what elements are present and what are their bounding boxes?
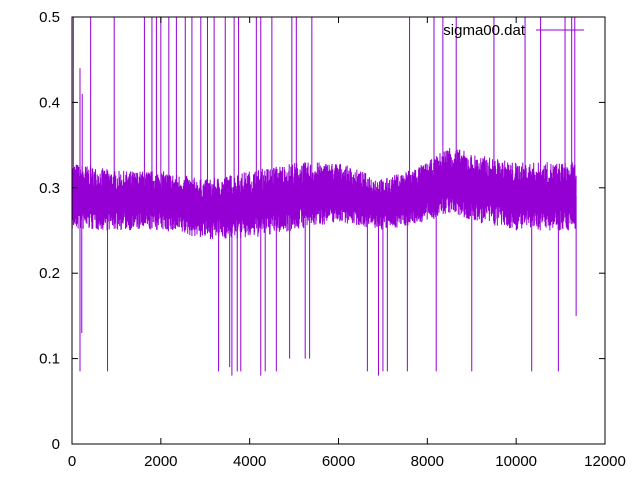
y-tick-label: 0.1: [39, 351, 60, 368]
x-tick-label: 2000: [144, 453, 177, 470]
axes-layer: 0 2000 4000 6000 8000 10000 12000 0 0.1 0.2 0.3 0.4…: [39, 9, 626, 470]
x-tick-label: 4000: [233, 453, 266, 470]
y-tick-label: 0: [52, 436, 60, 453]
x-tick-label: 10000: [495, 453, 537, 470]
y-tick-label: 0.2: [39, 265, 60, 282]
y-tick-label: 0.4: [39, 94, 60, 111]
y-tick-label: 0.3: [39, 180, 60, 197]
x-tick-label: 6000: [322, 453, 355, 470]
legend: sigma00.dat: [443, 22, 584, 39]
x-tick-label: 0: [68, 453, 76, 470]
series-layer: [71, 17, 577, 376]
legend-label: sigma00.dat: [443, 22, 526, 39]
x-tick-label: 12000: [584, 453, 626, 470]
y-tick-label: 0.5: [39, 9, 60, 26]
x-tick-label: 8000: [411, 453, 444, 470]
